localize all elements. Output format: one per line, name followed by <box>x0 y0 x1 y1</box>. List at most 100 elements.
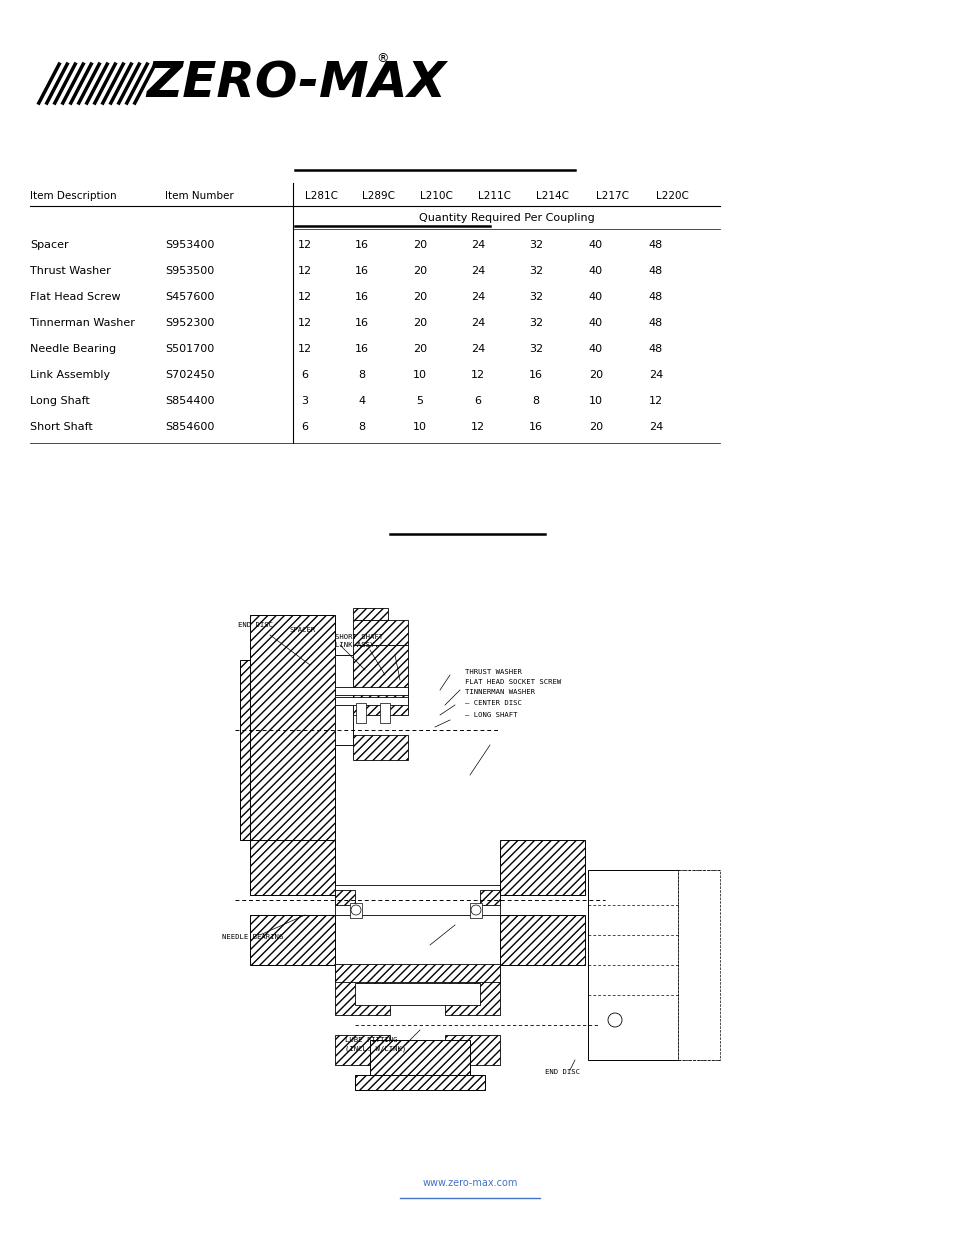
Bar <box>335 965 390 1015</box>
Bar <box>335 1035 390 1065</box>
Text: 32: 32 <box>528 345 542 354</box>
Bar <box>444 1035 499 1065</box>
Text: 16: 16 <box>355 267 369 277</box>
Text: 24: 24 <box>648 422 662 432</box>
Bar <box>355 703 366 722</box>
Text: 12: 12 <box>297 241 312 251</box>
Bar <box>499 840 584 895</box>
Bar <box>335 655 353 745</box>
Text: L217C: L217C <box>596 191 628 201</box>
Text: S501700: S501700 <box>165 345 214 354</box>
Text: LINK ASSY.: LINK ASSY. <box>335 642 378 648</box>
Bar <box>240 659 330 840</box>
Text: 16: 16 <box>355 293 369 303</box>
Text: L220C: L220C <box>656 191 688 201</box>
Text: 40: 40 <box>588 241 602 251</box>
Text: 32: 32 <box>528 319 542 329</box>
Text: Tinnerman Washer: Tinnerman Washer <box>30 319 134 329</box>
Bar <box>335 697 408 705</box>
Text: SPACER: SPACER <box>290 627 315 634</box>
Text: 48: 48 <box>648 241 662 251</box>
Text: 12: 12 <box>471 370 484 380</box>
Text: Short Shaft: Short Shaft <box>30 422 92 432</box>
Text: 10: 10 <box>588 396 602 406</box>
Bar <box>335 885 499 915</box>
Bar <box>355 983 479 1005</box>
Text: Thrust Washer: Thrust Washer <box>30 267 111 277</box>
Text: — CENTER DISC: — CENTER DISC <box>464 700 521 706</box>
Text: 16: 16 <box>529 422 542 432</box>
Text: (INCL. W/LINK): (INCL. W/LINK) <box>345 1046 406 1052</box>
Bar <box>353 735 408 760</box>
Text: FLAT HEAD SOCKET SCREW: FLAT HEAD SOCKET SCREW <box>464 679 560 685</box>
Bar <box>335 890 355 905</box>
Text: 40: 40 <box>588 319 602 329</box>
Bar <box>479 890 499 905</box>
Text: S457600: S457600 <box>165 293 214 303</box>
Text: 6: 6 <box>301 370 308 380</box>
Bar <box>379 703 390 722</box>
Text: 24: 24 <box>471 293 485 303</box>
Bar <box>353 620 408 645</box>
Bar <box>587 869 678 1060</box>
Text: 48: 48 <box>648 345 662 354</box>
Text: 3: 3 <box>301 396 308 406</box>
Text: L210C: L210C <box>419 191 453 201</box>
Text: 24: 24 <box>648 370 662 380</box>
Text: 5: 5 <box>416 396 423 406</box>
Text: www.zero-max.com: www.zero-max.com <box>422 1178 517 1188</box>
Text: 16: 16 <box>355 319 369 329</box>
Bar <box>335 965 499 982</box>
Text: 32: 32 <box>528 241 542 251</box>
Text: 8: 8 <box>358 370 365 380</box>
Text: 24: 24 <box>471 241 485 251</box>
Text: — LONG SHAFT: — LONG SHAFT <box>464 713 517 718</box>
Text: 16: 16 <box>355 241 369 251</box>
Text: 20: 20 <box>588 422 602 432</box>
Text: 6: 6 <box>301 422 308 432</box>
Text: 40: 40 <box>588 293 602 303</box>
Bar <box>444 965 499 1015</box>
Text: 16: 16 <box>355 345 369 354</box>
Text: Long Shaft: Long Shaft <box>30 396 90 406</box>
Text: 48: 48 <box>648 319 662 329</box>
Text: Item Number: Item Number <box>165 191 233 201</box>
Text: NEEDLE BEARING: NEEDLE BEARING <box>222 934 283 940</box>
Text: 8: 8 <box>532 396 539 406</box>
Text: 48: 48 <box>648 267 662 277</box>
Text: S953500: S953500 <box>165 267 214 277</box>
Text: 12: 12 <box>471 422 484 432</box>
Text: 20: 20 <box>588 370 602 380</box>
Text: THRUST WASHER: THRUST WASHER <box>464 669 521 676</box>
Text: 48: 48 <box>648 293 662 303</box>
Text: 12: 12 <box>297 319 312 329</box>
Text: LUBE FITTING: LUBE FITTING <box>345 1037 397 1044</box>
Text: END DISC: END DISC <box>544 1070 579 1074</box>
Text: 4: 4 <box>358 396 365 406</box>
Text: SHORT SHAFT: SHORT SHAFT <box>335 634 383 640</box>
Text: ZERO-MAX: ZERO-MAX <box>146 59 446 107</box>
Text: 10: 10 <box>413 422 427 432</box>
Text: L281C: L281C <box>305 191 337 201</box>
Text: Item Description: Item Description <box>30 191 116 201</box>
Text: 24: 24 <box>471 267 485 277</box>
Bar <box>678 869 720 1060</box>
Text: 8: 8 <box>358 422 365 432</box>
Text: S953400: S953400 <box>165 241 214 251</box>
Text: 12: 12 <box>648 396 662 406</box>
Text: S854600: S854600 <box>165 422 214 432</box>
Bar <box>470 903 481 918</box>
Text: Spacer: Spacer <box>30 241 69 251</box>
Text: 12: 12 <box>297 267 312 277</box>
Text: 20: 20 <box>413 241 427 251</box>
Text: Quantity Required Per Coupling: Quantity Required Per Coupling <box>418 214 594 224</box>
Bar <box>499 915 584 965</box>
Bar <box>353 608 388 620</box>
Text: 40: 40 <box>588 345 602 354</box>
Text: L211C: L211C <box>477 191 511 201</box>
Bar <box>355 1074 484 1091</box>
Text: 12: 12 <box>297 345 312 354</box>
Text: 20: 20 <box>413 293 427 303</box>
Text: 16: 16 <box>529 370 542 380</box>
Text: L214C: L214C <box>536 191 568 201</box>
